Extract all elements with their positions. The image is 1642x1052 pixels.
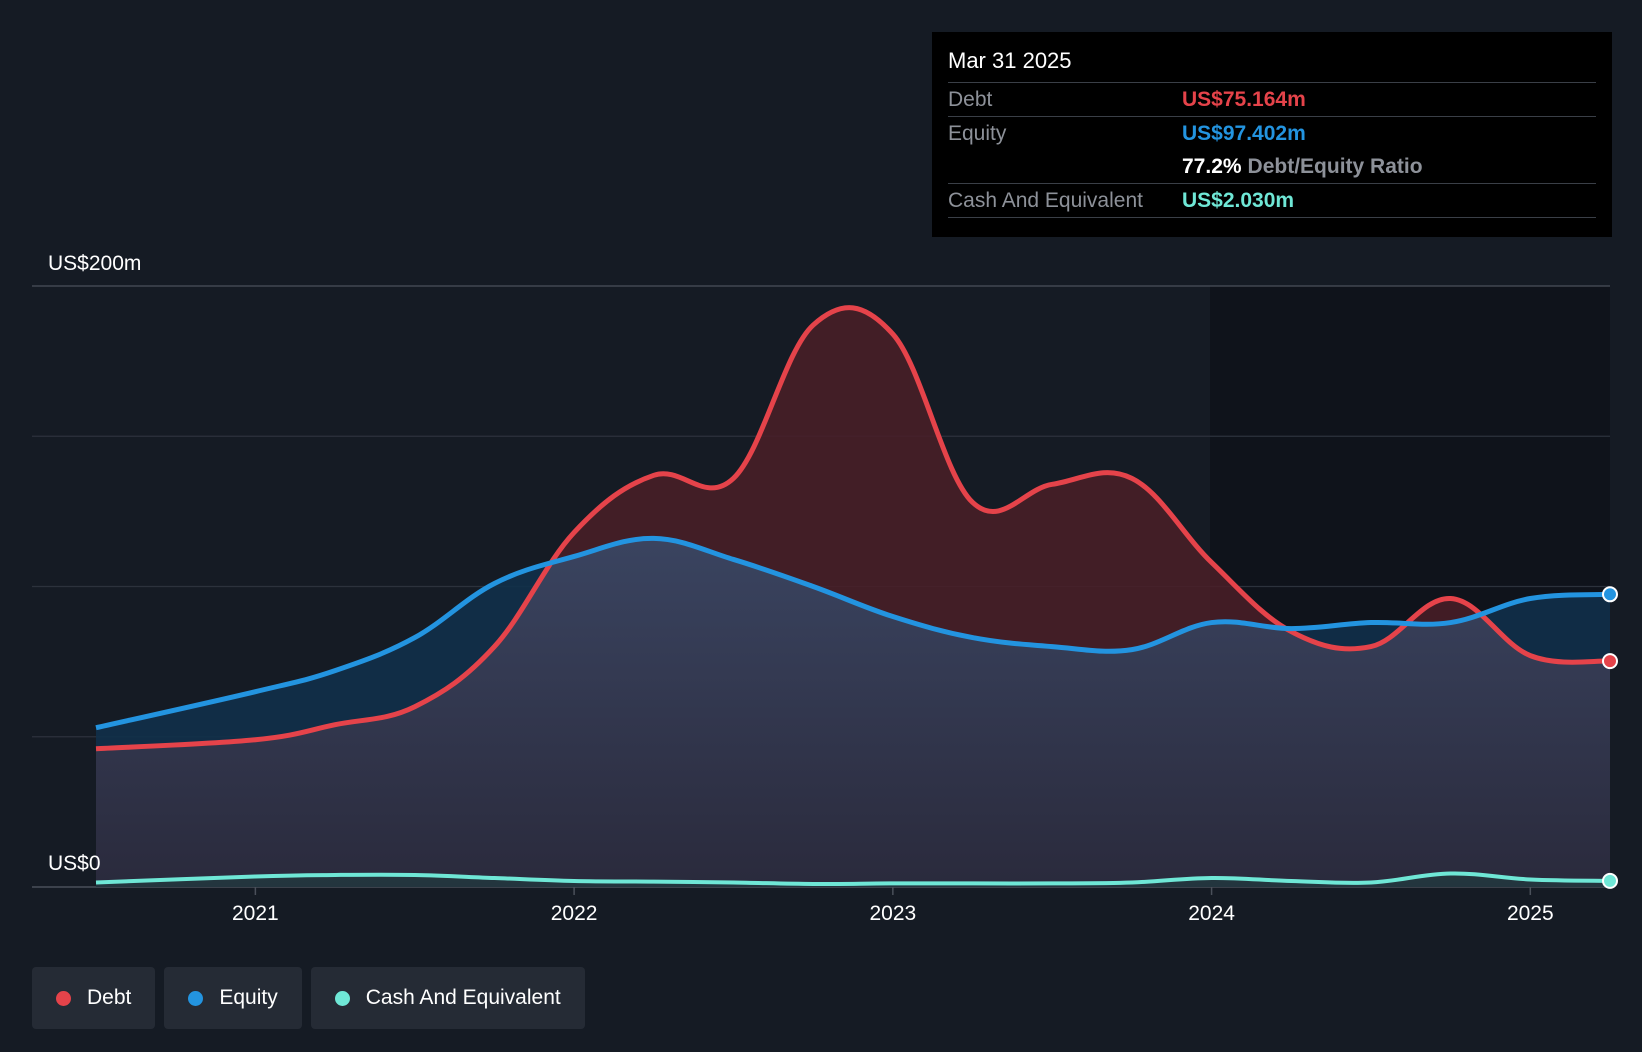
- legend-item-debt[interactable]: Debt: [32, 967, 156, 1029]
- end-markers: [1602, 586, 1618, 889]
- legend-debt-label: Debt: [87, 986, 132, 1009]
- y-axis-top-label: US$200m: [48, 252, 141, 275]
- tooltip-equity-row: Equity US$97.402m: [948, 116, 1596, 150]
- tooltip-equity-label: Equity: [948, 122, 1007, 145]
- legend-item-cash[interactable]: Cash And Equivalent: [310, 967, 585, 1029]
- tooltip-debt-value: US$75.164m: [1182, 88, 1306, 111]
- tooltip-debt-row: Debt US$75.164m: [948, 82, 1596, 116]
- tooltip-ratio-label: Debt/Equity Ratio: [1247, 155, 1423, 178]
- equity-dot-icon: [188, 990, 204, 1006]
- tooltip-debt-label: Debt: [948, 88, 993, 111]
- legend-cash-label: Cash And Equivalent: [365, 986, 561, 1009]
- tooltip-cash-value: US$2.030m: [1182, 189, 1295, 212]
- cash-dot-icon: [334, 990, 350, 1006]
- legend-item-equity[interactable]: Equity: [164, 967, 302, 1029]
- legend-equity-label: Equity: [219, 986, 278, 1009]
- end-marker-cash-and-equivalent: [1602, 872, 1618, 889]
- tooltip-ratio-value: 77.2%: [1182, 155, 1242, 178]
- debt-line: [95, 305, 1611, 752]
- x-tick-label: 2022: [551, 902, 598, 925]
- cash-area: [96, 873, 1610, 887]
- tooltip-cash-label: Cash And Equivalent: [948, 189, 1143, 212]
- equity-line: [95, 535, 1611, 731]
- end-marker-equity: [1602, 586, 1618, 603]
- tooltip-ratio-row: 77.2% Debt/Equity Ratio: [948, 150, 1596, 183]
- tooltip-panel: Mar 31 2025 Debt US$75.164m Equity US$97…: [932, 32, 1612, 237]
- x-tick-label: 2021: [232, 902, 279, 925]
- tooltip-equity-value: US$97.402m: [1182, 122, 1306, 145]
- series-lines: [95, 305, 1611, 887]
- y-axis-bottom-label: US$0: [48, 852, 101, 875]
- end-marker-debt: [1602, 653, 1618, 670]
- x-axis-ticks: 2021 2022 2023 2024 2025: [232, 887, 1554, 925]
- cash-line: [95, 871, 1611, 887]
- area-fills: [96, 307, 1610, 887]
- x-tick-label: 2024: [1188, 902, 1235, 925]
- tooltip-date: Mar 31 2025: [948, 48, 1072, 73]
- tooltip-cash-row: Cash And Equivalent US$2.030m: [948, 183, 1596, 218]
- x-tick-label: 2025: [1507, 902, 1554, 925]
- debt-dot-icon: [56, 990, 71, 1006]
- x-tick-label: 2023: [869, 902, 916, 925]
- legend: Debt Equity Cash And Equivalent: [32, 967, 585, 1029]
